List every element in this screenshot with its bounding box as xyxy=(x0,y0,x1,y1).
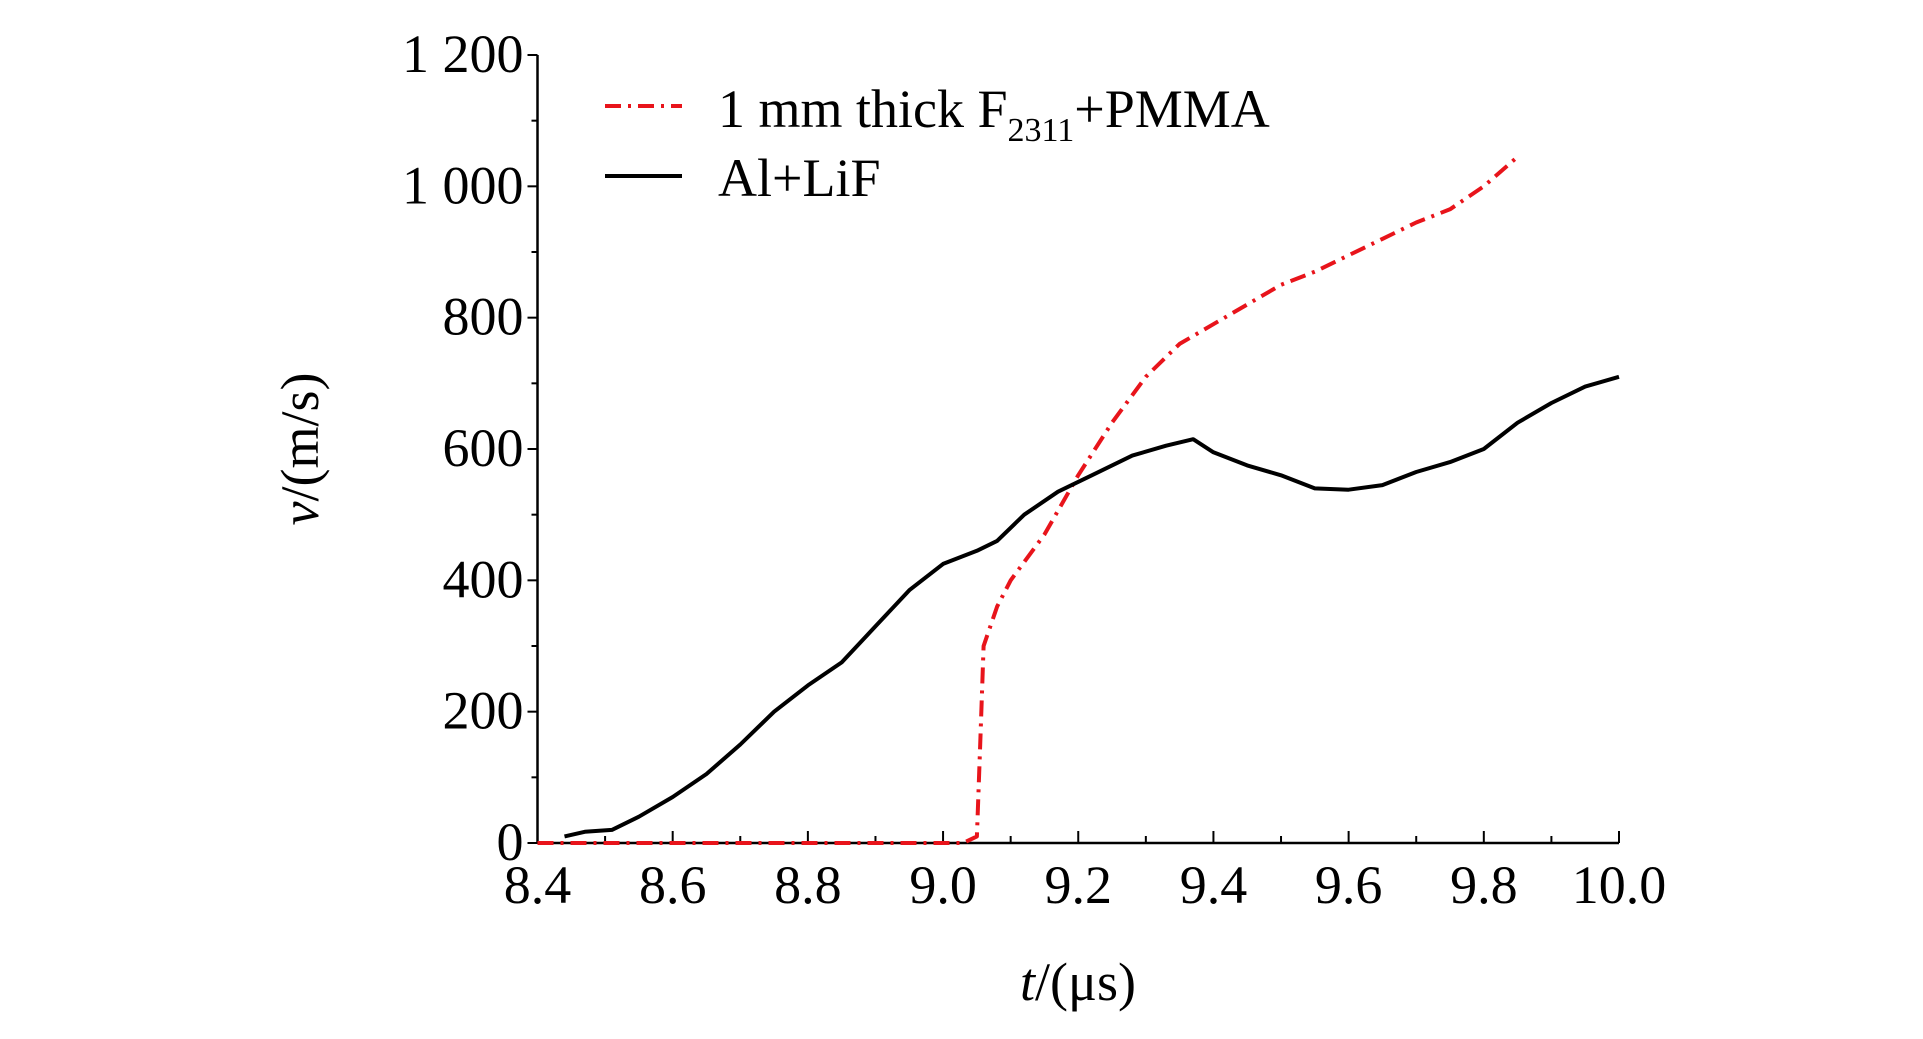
x-tick-label: 9.0 xyxy=(909,855,977,915)
x-tick-label: 10.0 xyxy=(1572,855,1667,915)
series-group xyxy=(537,155,1620,845)
y-tick-label: 200 xyxy=(443,681,524,741)
y-tick-label: 600 xyxy=(443,418,524,478)
y-tick-label: 0 xyxy=(497,812,524,872)
legend-label-al-lif: Al+LiF xyxy=(718,148,880,208)
x-tick-label: 9.2 xyxy=(1045,855,1113,915)
x-tick-label: 9.8 xyxy=(1450,855,1518,915)
y-tick-label: 1 000 xyxy=(402,155,524,215)
legend: 1 mm thick F2311+PMMA Al+LiF xyxy=(605,79,1270,208)
x-tick-label: 9.4 xyxy=(1180,855,1248,915)
x-tick-label: 8.4 xyxy=(504,855,572,915)
y-axis-label: v/(m/s) xyxy=(270,373,330,526)
legend-label-f2311-pmma: 1 mm thick F2311+PMMA xyxy=(718,79,1270,149)
y-tick-label: 1 200 xyxy=(402,24,524,84)
series-line-f2311-pmma xyxy=(537,155,1519,845)
x-tick-label: 9.6 xyxy=(1315,855,1383,915)
x-tick-label: 8.6 xyxy=(639,855,707,915)
y-tick-label: 400 xyxy=(443,549,524,609)
axes: 0 200 400 600 800 1 000 1 200 8.4 8.6 8.8 9.0 9.2 9.… xyxy=(402,24,1666,915)
y-tick-label: 800 xyxy=(443,287,524,347)
x-tick-label: 8.8 xyxy=(774,855,842,915)
x-axis-label: t/(μs) xyxy=(1020,952,1136,1012)
series-line-al-lif xyxy=(564,374,1620,839)
